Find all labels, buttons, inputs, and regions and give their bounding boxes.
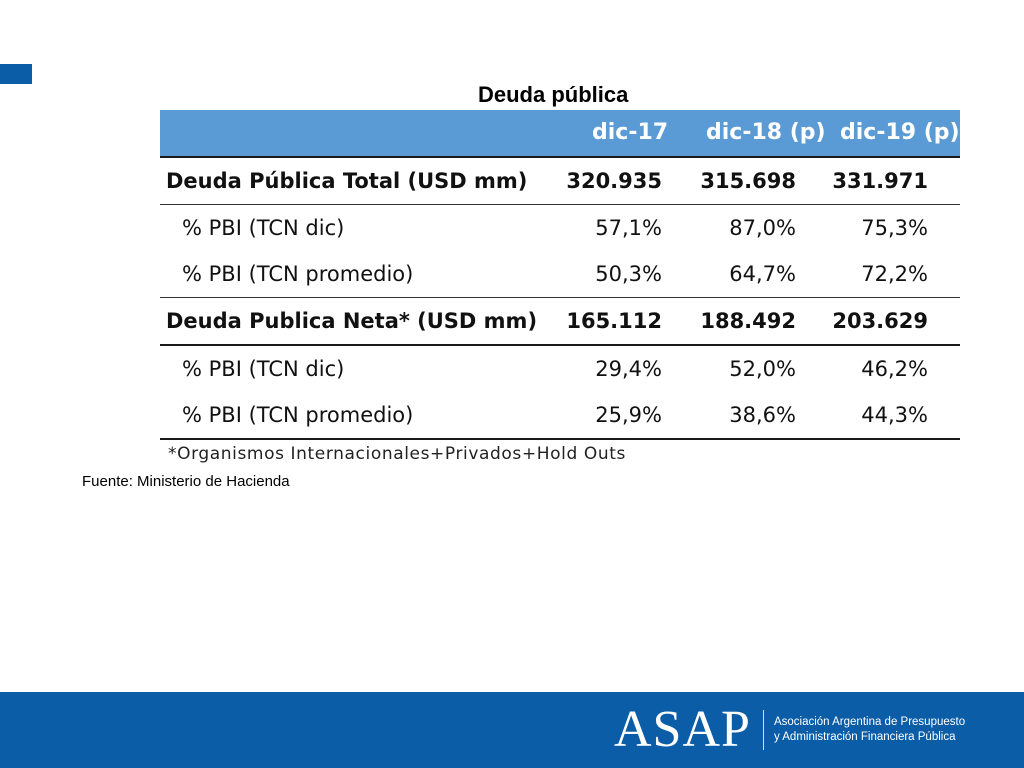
cell-dic-18: 64,7% [729, 262, 796, 286]
row-label: % PBI (TCN promedio) [182, 403, 414, 427]
cell-dic-17: 50,3% [595, 262, 662, 286]
cell-dic-17: 320.935 [566, 169, 662, 193]
cell-dic-19: 44,3% [861, 403, 928, 427]
cell-dic-19: 72,2% [861, 262, 928, 286]
debt-table: dic-17 dic-18 (p) dic-19 (p) Deuda Públi… [160, 110, 960, 440]
table-title: Deuda pública [478, 82, 629, 107]
row-label: % PBI (TCN dic) [182, 357, 345, 381]
cell-dic-18: 38,6% [729, 403, 796, 427]
table-row-neta-pbi-promedio: % PBI (TCN promedio) 25,9% 38,6% 44,3% [160, 392, 960, 440]
column-header-dic-19: dic-19 (p) [840, 120, 960, 145]
row-label: % PBI (TCN promedio) [182, 262, 414, 286]
asap-logo: ASAP [614, 701, 751, 758]
cell-dic-18: 188.492 [700, 309, 796, 333]
table-row-total-pbi-promedio: % PBI (TCN promedio) 50,3% 64,7% 72,2% [160, 251, 960, 298]
organization-name: Asociación Argentina de Presupuesto y Ad… [774, 715, 965, 745]
table-footnote: *Organismos Internacionales+Privados+Hol… [168, 444, 626, 464]
cell-dic-17: 57,1% [595, 216, 662, 240]
organization-name-line-2: y Administración Financiera Pública [773, 731, 956, 743]
footer-band: ASAP Asociación Argentina de Presupuesto… [0, 692, 1024, 768]
cell-dic-17: 25,9% [595, 403, 662, 427]
table-row-total-pbi-dic: % PBI (TCN dic) 57,1% 87,0% 75,3% [160, 205, 960, 251]
cell-dic-19: 331.971 [832, 169, 928, 193]
table-header-row: dic-17 dic-18 (p) dic-19 (p) [160, 110, 960, 158]
cell-dic-19: 46,2% [861, 357, 928, 381]
cell-dic-18: 315.698 [700, 169, 796, 193]
row-label: Deuda Pública Total (USD mm) [166, 169, 528, 193]
row-label: Deuda Publica Neta* (USD mm) [166, 309, 538, 333]
column-header-dic-18: dic-18 (p) [706, 120, 826, 145]
cell-dic-17: 165.112 [566, 309, 662, 333]
brand-divider [762, 710, 764, 750]
cell-dic-17: 29,4% [595, 357, 662, 381]
table-row-neta-pbi-dic: % PBI (TCN dic) 29,4% 52,0% 46,2% [160, 346, 960, 392]
table-row-deuda-neta: Deuda Publica Neta* (USD mm) 165.112 188… [160, 298, 960, 346]
slide-accent-mark [0, 64, 32, 84]
column-header-dic-17: dic-17 [592, 120, 669, 145]
cell-dic-18: 87,0% [729, 216, 796, 240]
cell-dic-19: 75,3% [861, 216, 928, 240]
cell-dic-19: 203.629 [832, 309, 928, 333]
asap-brand: ASAP Asociación Argentina de Presupuesto… [614, 692, 965, 768]
organization-name-line-1: Asociación Argentina de Presupuesto [773, 716, 966, 728]
table-row-deuda-total: Deuda Pública Total (USD mm) 320.935 315… [160, 158, 960, 205]
cell-dic-18: 52,0% [729, 357, 796, 381]
source-note: Fuente: Ministerio de Hacienda [82, 473, 290, 490]
row-label: % PBI (TCN dic) [182, 216, 345, 240]
